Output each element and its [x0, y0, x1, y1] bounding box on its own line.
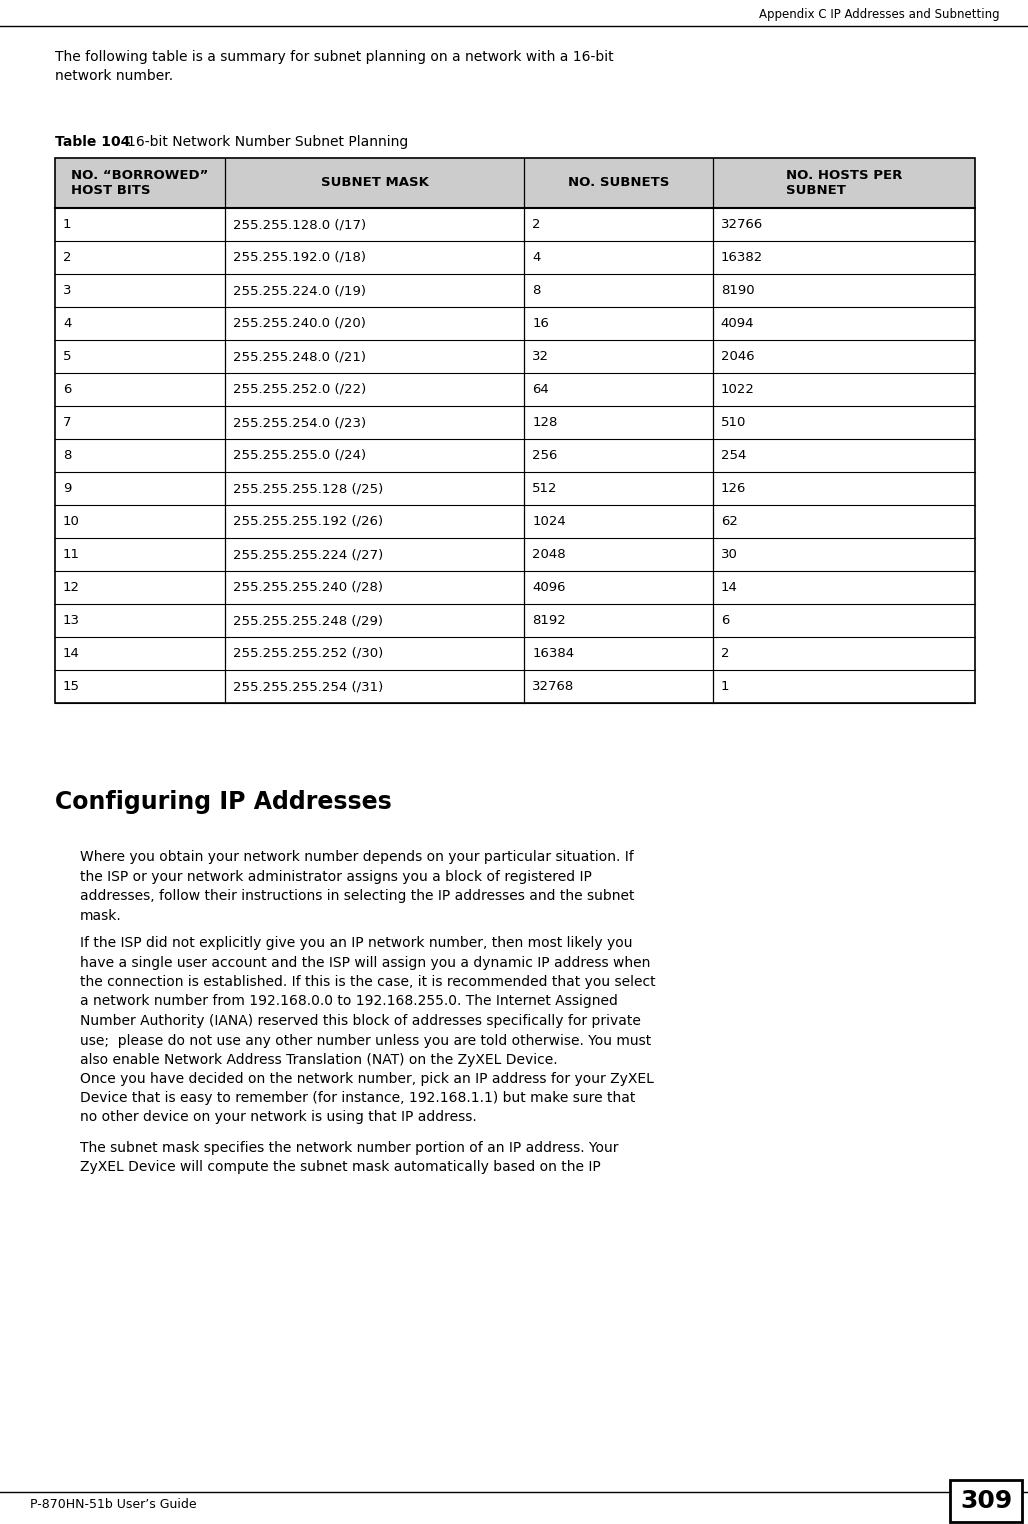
Bar: [56, 158, 975, 703]
Text: 4094: 4094: [721, 317, 755, 331]
Text: 255.255.255.248 (/29): 255.255.255.248 (/29): [233, 614, 383, 626]
Text: 126: 126: [721, 482, 746, 495]
Text: 62: 62: [721, 515, 738, 527]
Text: 13: 13: [63, 614, 80, 626]
Text: 1: 1: [721, 680, 729, 693]
Text: 8: 8: [533, 283, 541, 297]
Text: 255.255.255.0 (/24): 255.255.255.0 (/24): [233, 450, 366, 462]
Text: 9: 9: [63, 482, 71, 495]
Text: 14: 14: [63, 648, 80, 660]
Text: 2: 2: [721, 648, 729, 660]
Text: Once you have decided on the network number, pick an IP address for your ZyXEL
D: Once you have decided on the network num…: [80, 1071, 654, 1125]
Text: 6: 6: [721, 614, 729, 626]
Text: 6: 6: [63, 383, 71, 396]
Text: 8: 8: [63, 450, 71, 462]
Text: 4: 4: [533, 251, 541, 264]
Text: Table 104: Table 104: [56, 136, 131, 149]
Text: 16382: 16382: [721, 251, 763, 264]
Text: The subnet mask specifies the network number portion of an IP address. Your
ZyXE: The subnet mask specifies the network nu…: [80, 1141, 619, 1175]
Text: 14: 14: [721, 581, 738, 594]
Text: 16-bit Network Number Subnet Planning: 16-bit Network Number Subnet Planning: [127, 136, 408, 149]
Text: Appendix C IP Addresses and Subnetting: Appendix C IP Addresses and Subnetting: [760, 8, 1000, 21]
Text: NO. SUBNETS: NO. SUBNETS: [567, 177, 669, 189]
Text: 255.255.192.0 (/18): 255.255.192.0 (/18): [233, 251, 366, 264]
Text: 255.255.255.128 (/25): 255.255.255.128 (/25): [233, 482, 383, 495]
Text: 16384: 16384: [533, 648, 575, 660]
Text: 32766: 32766: [721, 218, 763, 232]
Text: 2048: 2048: [533, 549, 565, 561]
Text: 2: 2: [63, 251, 72, 264]
Bar: [950, 1480, 1022, 1522]
Text: 64: 64: [533, 383, 549, 396]
Text: 255.255.255.252 (/30): 255.255.255.252 (/30): [233, 648, 383, 660]
Text: 255.255.240.0 (/20): 255.255.240.0 (/20): [233, 317, 366, 331]
Text: 16: 16: [533, 317, 549, 331]
Text: 4: 4: [63, 317, 71, 331]
Text: 255.255.224.0 (/19): 255.255.224.0 (/19): [233, 283, 366, 297]
Text: 30: 30: [721, 549, 738, 561]
Text: 32: 32: [533, 351, 549, 363]
Text: 255.255.252.0 (/22): 255.255.252.0 (/22): [233, 383, 366, 396]
Text: 255.255.255.224 (/27): 255.255.255.224 (/27): [233, 549, 383, 561]
Text: 309: 309: [960, 1489, 1013, 1513]
Text: 8190: 8190: [721, 283, 755, 297]
Text: 254: 254: [721, 450, 746, 462]
Text: Where you obtain your network number depends on your particular situation. If
th: Where you obtain your network number dep…: [80, 850, 634, 922]
Text: 510: 510: [721, 416, 746, 428]
Text: 11: 11: [63, 549, 80, 561]
Text: 255.255.254.0 (/23): 255.255.254.0 (/23): [233, 416, 366, 428]
Text: 2: 2: [533, 218, 541, 232]
Text: P-870HN-51b User’s Guide: P-870HN-51b User’s Guide: [30, 1498, 196, 1510]
Text: 512: 512: [533, 482, 558, 495]
Text: 256: 256: [533, 450, 557, 462]
Text: 10: 10: [63, 515, 80, 527]
Text: The following table is a summary for subnet planning on a network with a 16-bit
: The following table is a summary for sub…: [56, 50, 614, 84]
Text: NO. “BORROWED”
HOST BITS: NO. “BORROWED” HOST BITS: [71, 169, 209, 197]
Text: 8192: 8192: [533, 614, 566, 626]
Text: 1022: 1022: [721, 383, 755, 396]
Text: 12: 12: [63, 581, 80, 594]
Text: 7: 7: [63, 416, 72, 428]
Text: 4096: 4096: [533, 581, 565, 594]
Text: 32768: 32768: [533, 680, 575, 693]
Text: 5: 5: [63, 351, 72, 363]
Text: 3: 3: [63, 283, 72, 297]
Text: 1024: 1024: [533, 515, 566, 527]
Text: 255.255.128.0 (/17): 255.255.128.0 (/17): [233, 218, 366, 232]
Text: SUBNET MASK: SUBNET MASK: [321, 177, 429, 189]
Text: 128: 128: [533, 416, 557, 428]
Text: 255.255.255.254 (/31): 255.255.255.254 (/31): [233, 680, 383, 693]
Text: 255.255.255.240 (/28): 255.255.255.240 (/28): [233, 581, 383, 594]
Bar: [56, 158, 975, 207]
Text: Configuring IP Addresses: Configuring IP Addresses: [56, 789, 392, 814]
Text: 1: 1: [63, 218, 72, 232]
Text: 15: 15: [63, 680, 80, 693]
Text: NO. HOSTS PER
SUBNET: NO. HOSTS PER SUBNET: [785, 169, 903, 197]
Text: 2046: 2046: [721, 351, 755, 363]
Text: If the ISP did not explicitly give you an IP network number, then most likely yo: If the ISP did not explicitly give you a…: [80, 936, 656, 1067]
Text: 255.255.255.192 (/26): 255.255.255.192 (/26): [233, 515, 383, 527]
Text: 255.255.248.0 (/21): 255.255.248.0 (/21): [233, 351, 366, 363]
